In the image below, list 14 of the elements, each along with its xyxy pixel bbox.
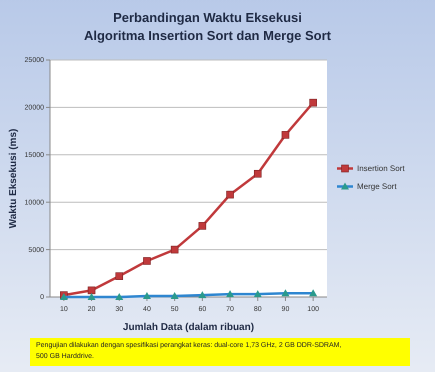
point (254, 170, 262, 178)
point (170, 246, 178, 254)
point (143, 257, 151, 265)
point (115, 272, 124, 280)
point (309, 98, 317, 106)
x-axis-title: Jumlah Data (dalam ribuan) (122, 322, 254, 333)
point (88, 286, 96, 294)
chart-title: Perbandingan Waktu Eksekusi Algoritma Insertion Sort dan Merge Sort (84, 10, 332, 43)
y-axis-title: Waktu Eksekusi (ms) (8, 128, 19, 228)
point (198, 222, 206, 230)
legend-label: Merge Sort (357, 182, 398, 192)
legend-label: Insertion Sort (357, 164, 406, 174)
point (226, 190, 234, 198)
point (282, 131, 290, 139)
